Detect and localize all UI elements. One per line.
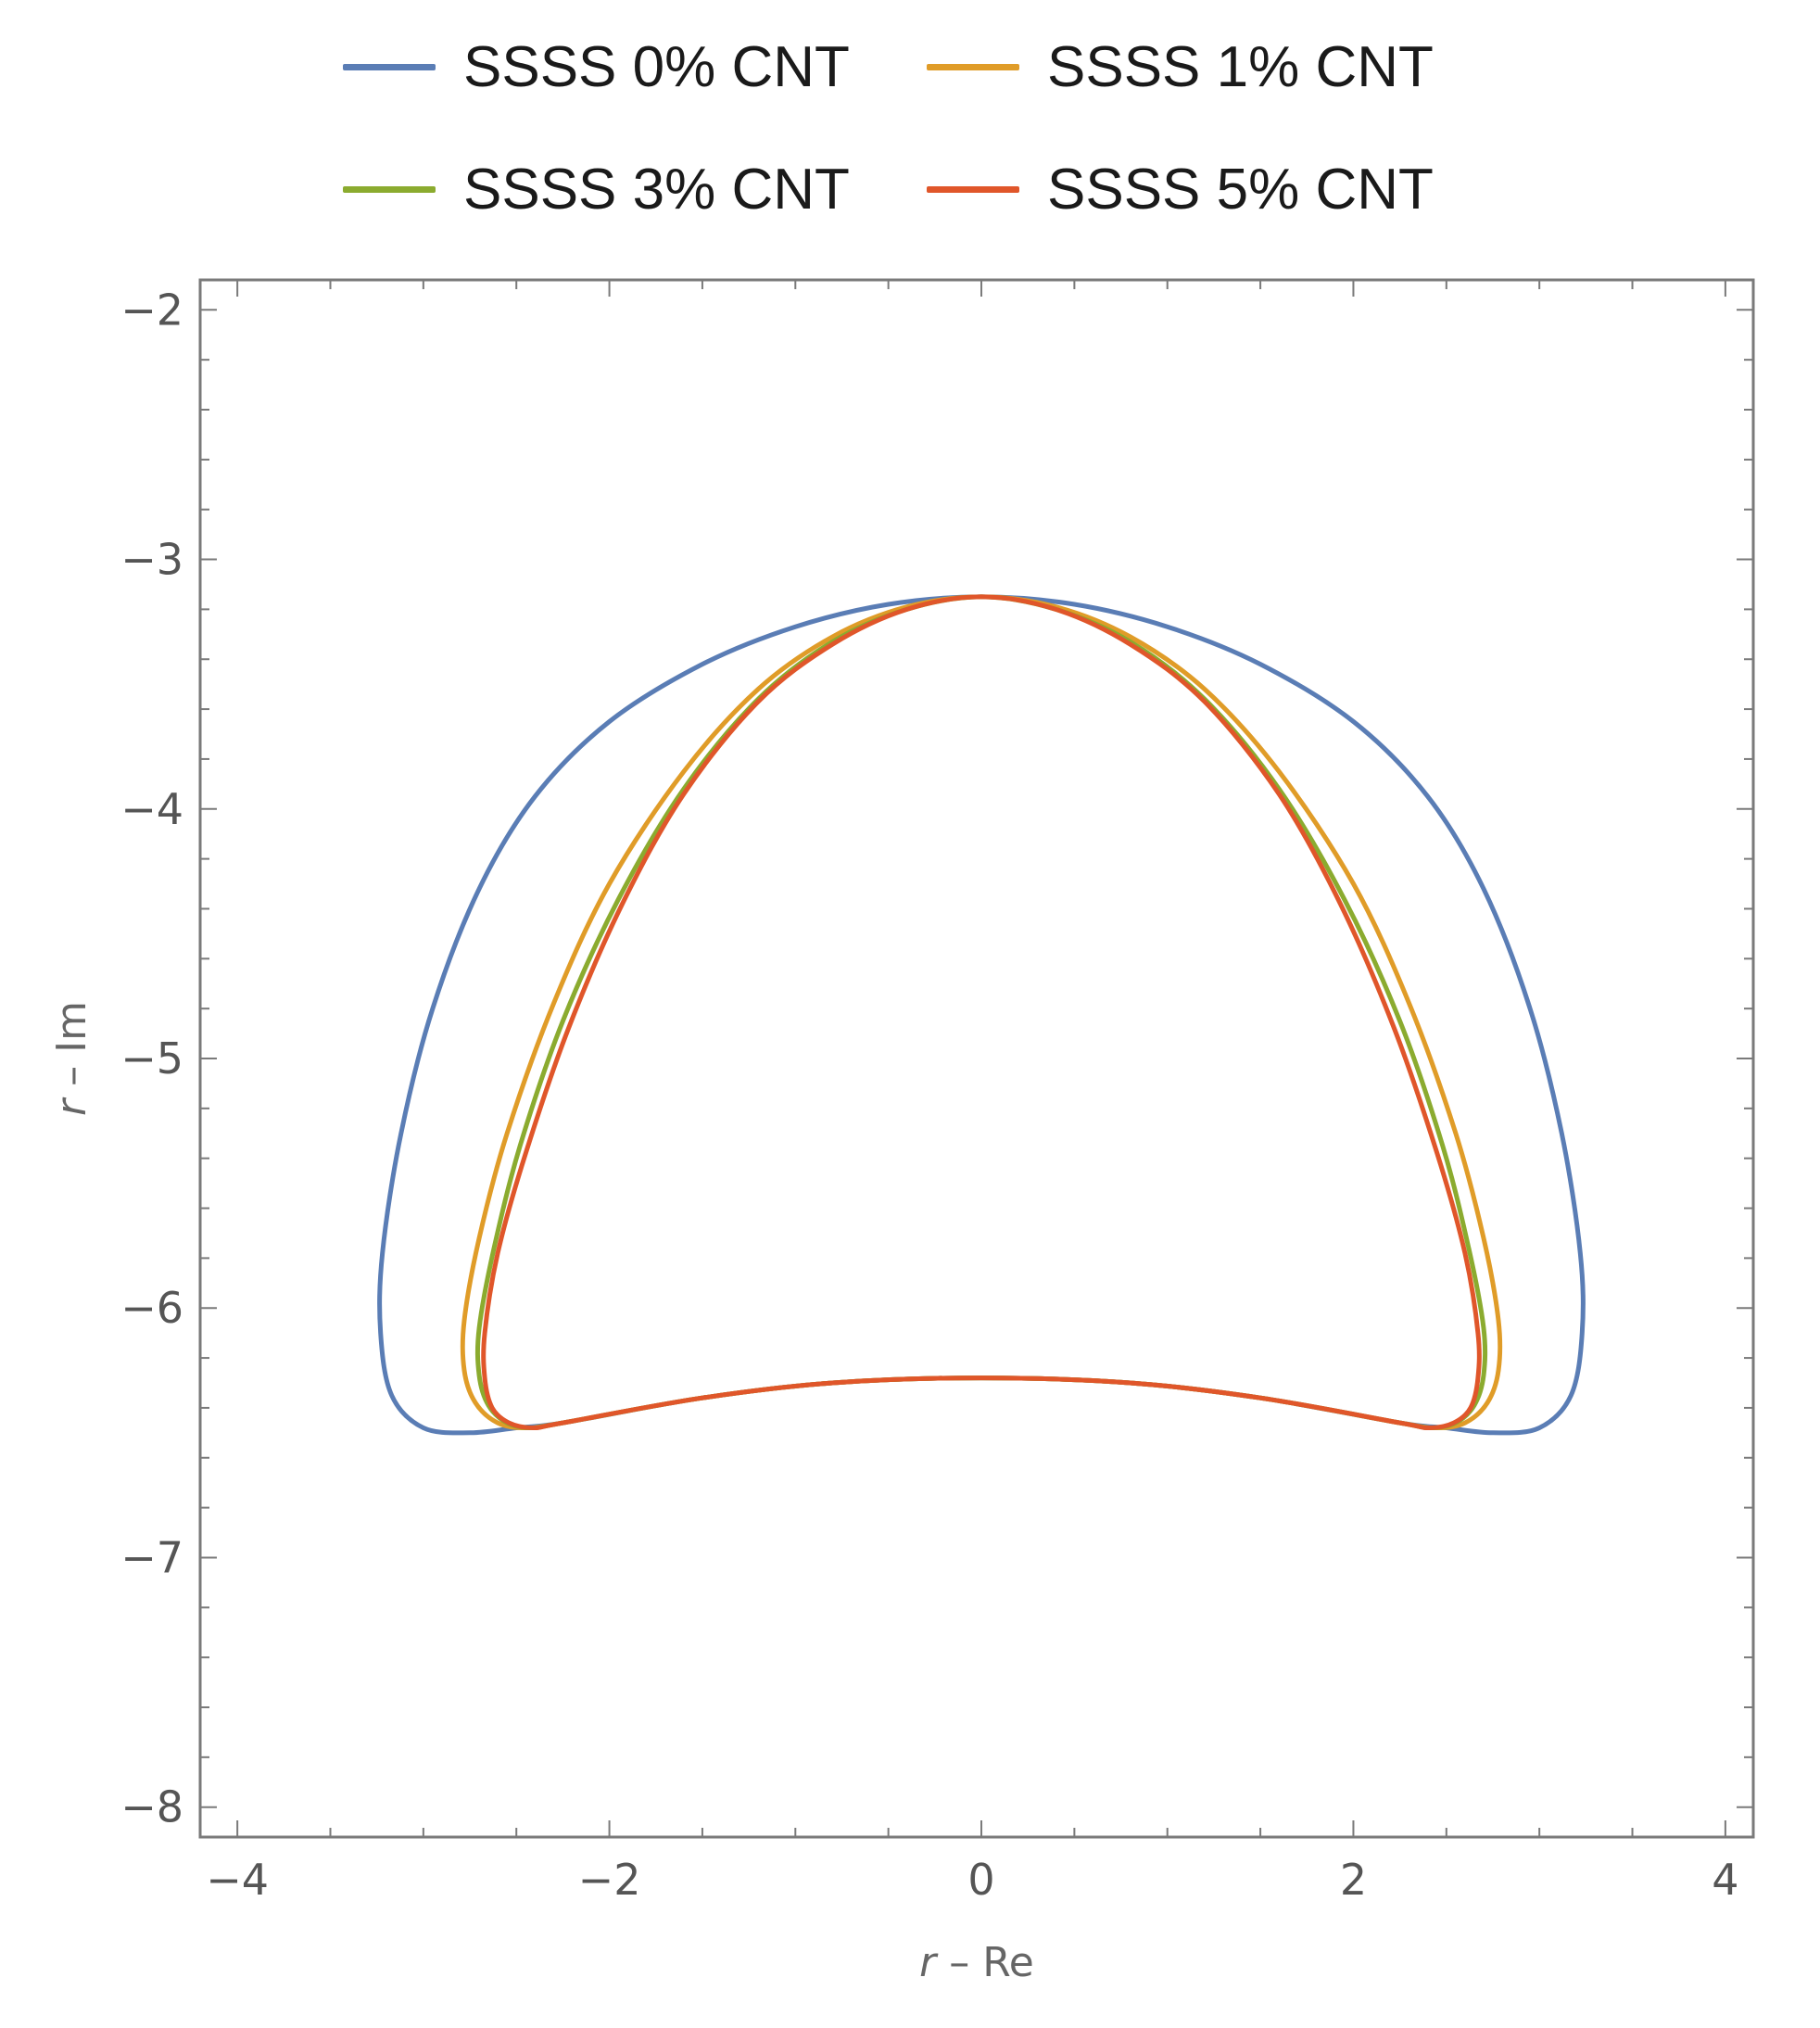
series-lines [377,594,1586,1436]
series-line [481,594,1482,1430]
series-line [460,594,1503,1430]
x-tick-label: −2 [578,1855,641,1905]
x-tick-label: 0 [967,1855,994,1905]
y-tick-label: −7 [120,1532,183,1582]
legend-item-1pct: SSSS 1% CNT [927,30,1434,104]
x-tick-label: 2 [1340,1855,1367,1905]
legend-label-3pct: SSSS 3% CNT [463,157,850,222]
tick-labels: −4 −2 0 2 4 −2 −3 −4 −5 −6 −7 −8 [120,285,1738,1905]
series-line [377,594,1586,1436]
y-tick-label: −8 [120,1782,183,1832]
legend-item-5pct: SSSS 5% CNT [927,152,1434,226]
legend-label-5pct: SSSS 5% CNT [1047,157,1434,222]
legend-swatch-1pct [927,63,1019,70]
y-tick-label: −2 [120,285,183,335]
legend-label-1pct: SSSS 1% CNT [1047,34,1434,99]
legend-label-0pct: SSSS 0% CNT [463,34,850,99]
plot-frame [198,278,1755,1839]
x-tick-label: 4 [1712,1855,1738,1905]
legend-swatch-0pct [343,63,436,70]
y-tick-label: −4 [120,784,183,834]
x-axis-title: r – Re [919,1939,1034,1986]
legend-swatch-3pct [343,185,436,193]
legend-item-3pct: SSSS 3% CNT [343,152,850,226]
y-tick-label: −6 [120,1283,183,1333]
axis-ticks [200,280,1753,1837]
x-tick-label: −4 [206,1855,269,1905]
legend-item-0pct: SSSS 0% CNT [343,30,850,104]
y-tick-label: −5 [120,1033,183,1084]
legend-swatch-5pct [927,185,1019,193]
series-line [474,594,1488,1430]
y-tick-label: −3 [120,535,183,585]
chart-legend: SSSS 0% CNT SSSS 1% CNT SSSS 3% CNT SSSS… [0,0,1820,250]
y-axis-title: r – Im [48,1001,95,1116]
